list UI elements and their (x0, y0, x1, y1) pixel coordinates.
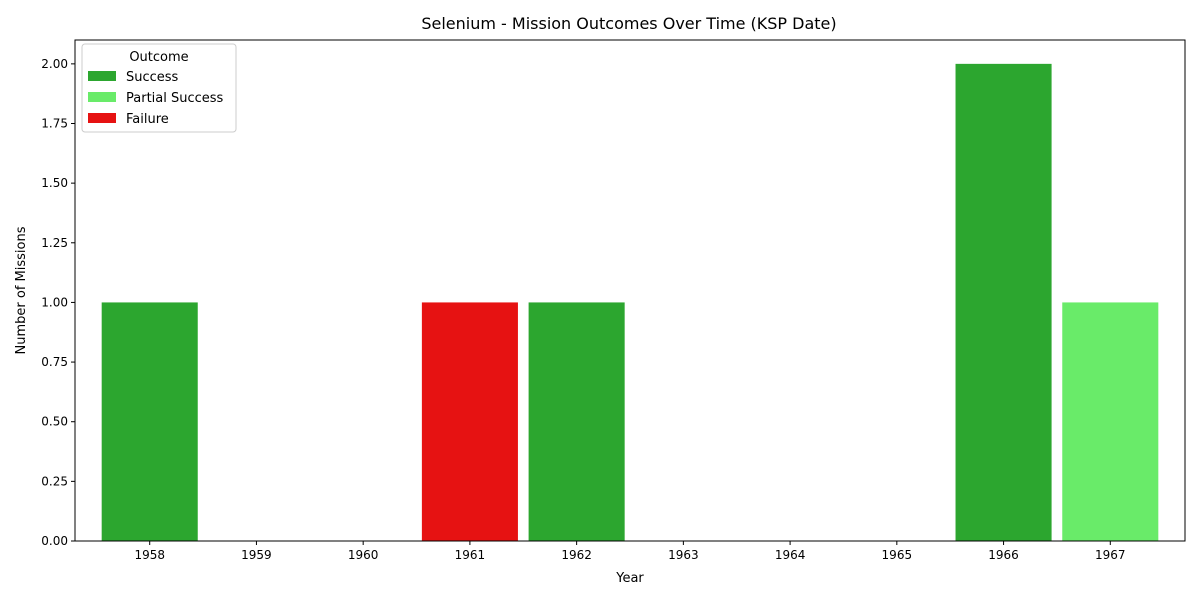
legend-label-partial-success: Partial Success (126, 91, 224, 106)
bars-group (101, 63, 1159, 541)
x-tick-label: 1965 (882, 548, 913, 562)
y-tick-label: 1.00 (41, 295, 68, 309)
legend-title: Outcome (129, 50, 188, 65)
legend-swatch-partial-success (88, 92, 116, 102)
x-tick-label: 1967 (1095, 548, 1126, 562)
y-tick-label: 1.50 (41, 176, 68, 190)
x-tick-label: 1966 (988, 548, 1019, 562)
bar-success-1958 (101, 302, 198, 541)
x-tick-label: 1958 (134, 548, 165, 562)
x-axis: 1958 1959 1960 1961 1962 1963 1964 1965 1966 1967 (134, 541, 1126, 562)
y-tick-label: 0.75 (41, 355, 68, 369)
x-tick-label: 1962 (561, 548, 592, 562)
y-axis-title: Number of Missions (14, 226, 29, 354)
y-axis: 0.00 0.25 0.50 0.75 1.00 1.25 1.50 1.75 2.00 (41, 57, 75, 548)
x-axis-title: Year (615, 571, 644, 586)
legend-swatch-failure (88, 113, 116, 123)
x-tick-label: 1959 (241, 548, 272, 562)
legend: Outcome Success Partial Success Failure (81, 43, 237, 133)
y-tick-label: 1.25 (41, 236, 68, 250)
x-tick-label: 1964 (775, 548, 806, 562)
bar-success-1962 (528, 302, 625, 541)
x-tick-label: 1961 (455, 548, 486, 562)
bar-failure-1961 (421, 302, 518, 541)
bar-success-1966 (955, 63, 1052, 541)
y-tick-label: 0.00 (41, 534, 68, 548)
y-tick-label: 1.75 (41, 117, 68, 131)
y-tick-label: 0.50 (41, 415, 68, 429)
y-tick-label: 0.25 (41, 474, 68, 488)
legend-label-failure: Failure (126, 112, 169, 127)
x-tick-label: 1963 (668, 548, 699, 562)
x-tick-label: 1960 (348, 548, 379, 562)
y-tick-label: 2.00 (41, 57, 68, 71)
legend-swatch-success (88, 71, 116, 81)
legend-frame (81, 43, 237, 133)
plot-frame (74, 39, 1186, 542)
chart-title: Selenium - Mission Outcomes Over Time (K… (421, 14, 836, 33)
bar-partial-success-1967 (1062, 302, 1159, 541)
legend-label-success: Success (126, 70, 179, 85)
